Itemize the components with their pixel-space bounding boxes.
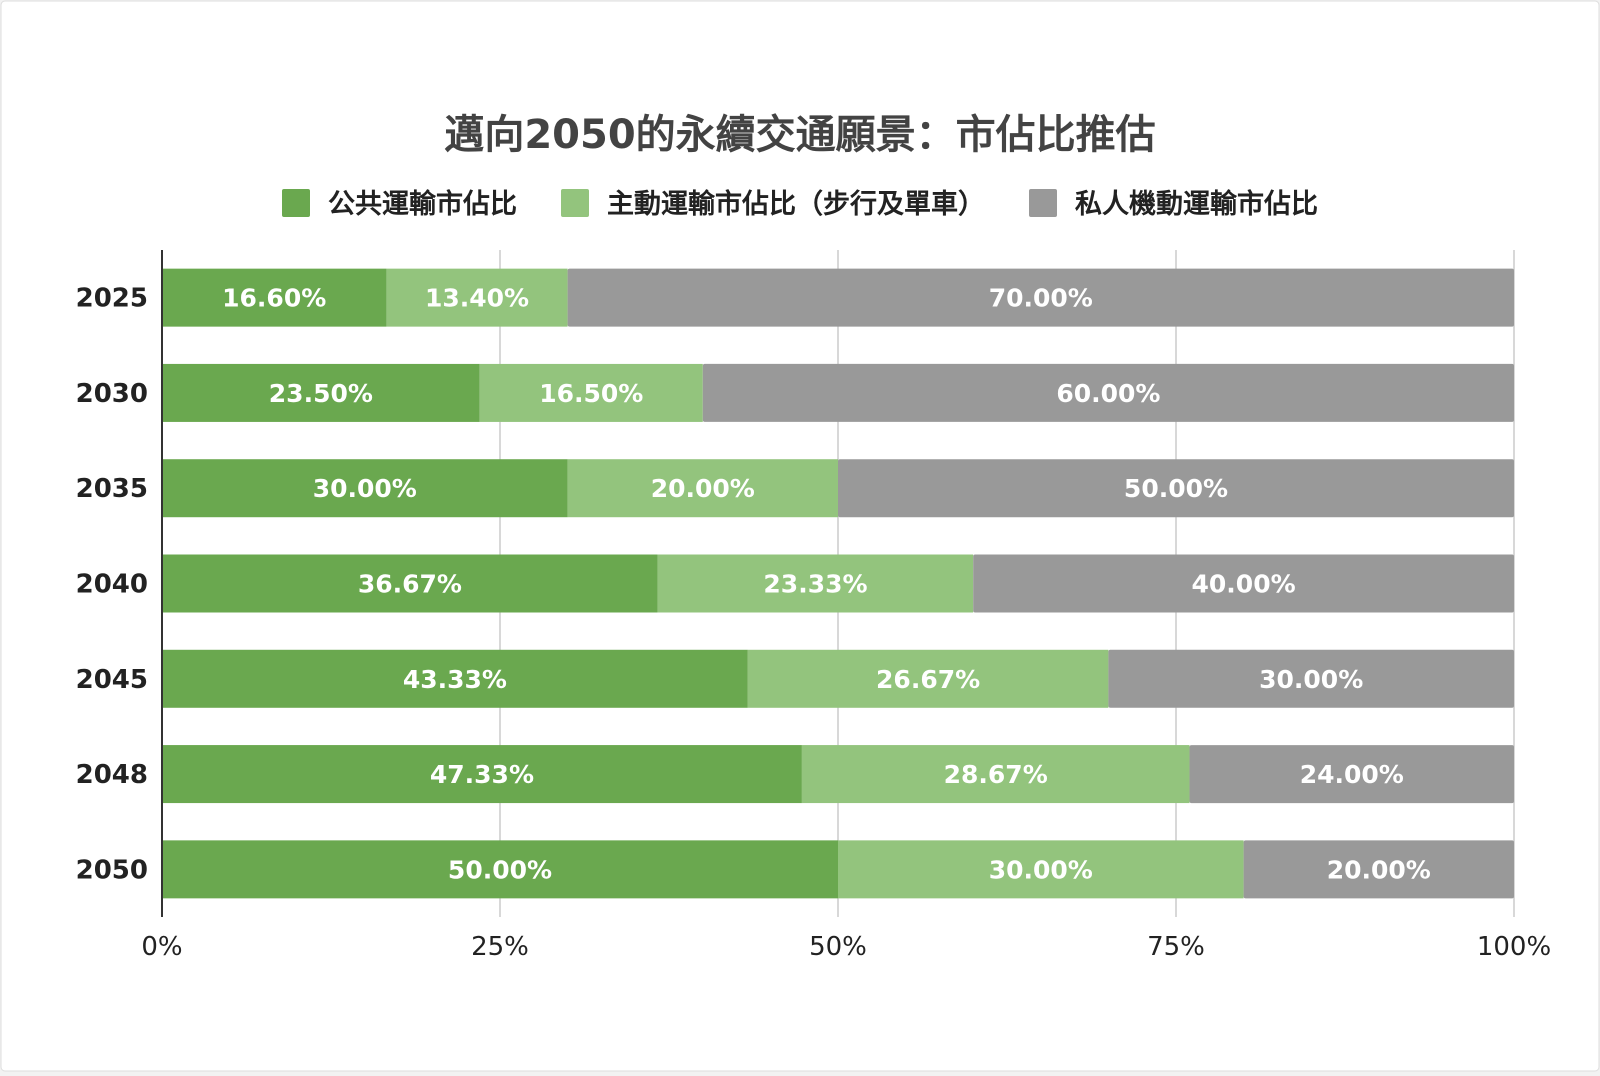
x-tick-label: 25%	[471, 932, 529, 962]
bar-segment[interactable]	[479, 363, 703, 422]
data-label: 70.00%	[989, 284, 1093, 313]
bars-group	[162, 268, 1514, 899]
bar-segment[interactable]	[162, 649, 748, 708]
bar-segment[interactable]	[1189, 745, 1514, 804]
bar-segment[interactable]	[801, 745, 1190, 804]
x-tick-label: 0%	[141, 932, 182, 962]
data-label: 24.00%	[1300, 760, 1404, 789]
bar-segment[interactable]	[657, 554, 974, 613]
bar-segment[interactable]	[162, 459, 568, 518]
data-label: 23.33%	[763, 570, 867, 599]
y-tick-label: 2050	[76, 855, 148, 885]
bar-segment[interactable]	[838, 459, 1514, 518]
y-axis-tick-labels: 2025 2030 2035 2040 2045 2048 2050	[76, 284, 148, 886]
y-tick-label: 2030	[76, 379, 148, 409]
bar-segment[interactable]	[162, 268, 387, 327]
data-label: 20.00%	[651, 474, 755, 503]
bar-segment[interactable]	[162, 363, 480, 422]
legend-item[interactable]: 主動運輸市佔比（步行及單車）	[561, 188, 985, 220]
bar-segment[interactable]	[1108, 649, 1514, 708]
bar-segment[interactable]	[1243, 840, 1514, 899]
x-tick-label: 75%	[1147, 932, 1205, 962]
y-tick-label: 2035	[76, 474, 148, 504]
bar-segment[interactable]	[162, 840, 838, 899]
legend-label: 私人機動運輸市佔比	[1075, 188, 1318, 220]
y-tick-label: 2025	[76, 284, 148, 314]
data-label: 23.50%	[269, 379, 373, 408]
data-label: 30.00%	[1259, 665, 1363, 694]
chart-legend: 公共運輸市佔比 主動運輸市佔比（步行及單車） 私人機動運輸市佔比	[282, 188, 1318, 220]
data-labels-group: 16.60% 13.40% 70.00% 23.50% 16.50% 60.00% 30.0…	[222, 284, 1431, 885]
data-label: 30.00%	[989, 855, 1093, 884]
x-tick-label: 50%	[809, 932, 867, 962]
data-label: 26.67%	[876, 665, 980, 694]
legend-item[interactable]: 私人機動運輸市佔比	[1029, 188, 1318, 220]
y-tick-label: 2040	[76, 570, 148, 600]
data-label: 50.00%	[448, 855, 552, 884]
bar-segment[interactable]	[973, 554, 1514, 613]
data-label: 16.60%	[222, 284, 326, 313]
bar-segment[interactable]	[386, 268, 568, 327]
chart-title: 邁向2050的永續交通願景：市佔比推估	[444, 112, 1155, 158]
data-label: 16.50%	[539, 379, 643, 408]
data-label: 47.33%	[430, 760, 534, 789]
legend-item[interactable]: 公共運輸市佔比	[282, 188, 517, 220]
data-label: 13.40%	[425, 284, 529, 313]
y-tick-label: 2045	[76, 665, 148, 695]
bar-segment[interactable]	[567, 459, 838, 518]
data-label: 50.00%	[1124, 474, 1228, 503]
data-label: 20.00%	[1327, 855, 1431, 884]
bar-segment[interactable]	[162, 745, 802, 804]
legend-swatch	[282, 189, 310, 217]
data-label: 28.67%	[944, 760, 1048, 789]
x-axis-tick-labels: 0% 25% 50% 75% 100%	[141, 932, 1551, 962]
legend-swatch	[1029, 189, 1057, 217]
legend-label: 公共運輸市佔比	[328, 188, 517, 220]
data-label: 30.00%	[313, 474, 417, 503]
data-label: 43.33%	[403, 665, 507, 694]
bar-segment[interactable]	[162, 554, 658, 613]
data-label: 36.67%	[358, 570, 462, 599]
data-label: 40.00%	[1192, 570, 1296, 599]
bar-segment[interactable]	[567, 268, 1514, 327]
bar-segment[interactable]	[702, 363, 1514, 422]
data-label: 60.00%	[1056, 379, 1160, 408]
legend-label: 主動運輸市佔比（步行及單車）	[607, 188, 985, 220]
bar-segment[interactable]	[747, 649, 1109, 708]
legend-swatch	[561, 189, 589, 217]
y-tick-label: 2048	[76, 760, 148, 790]
x-tick-label: 100%	[1477, 932, 1551, 962]
bar-segment[interactable]	[838, 840, 1244, 899]
